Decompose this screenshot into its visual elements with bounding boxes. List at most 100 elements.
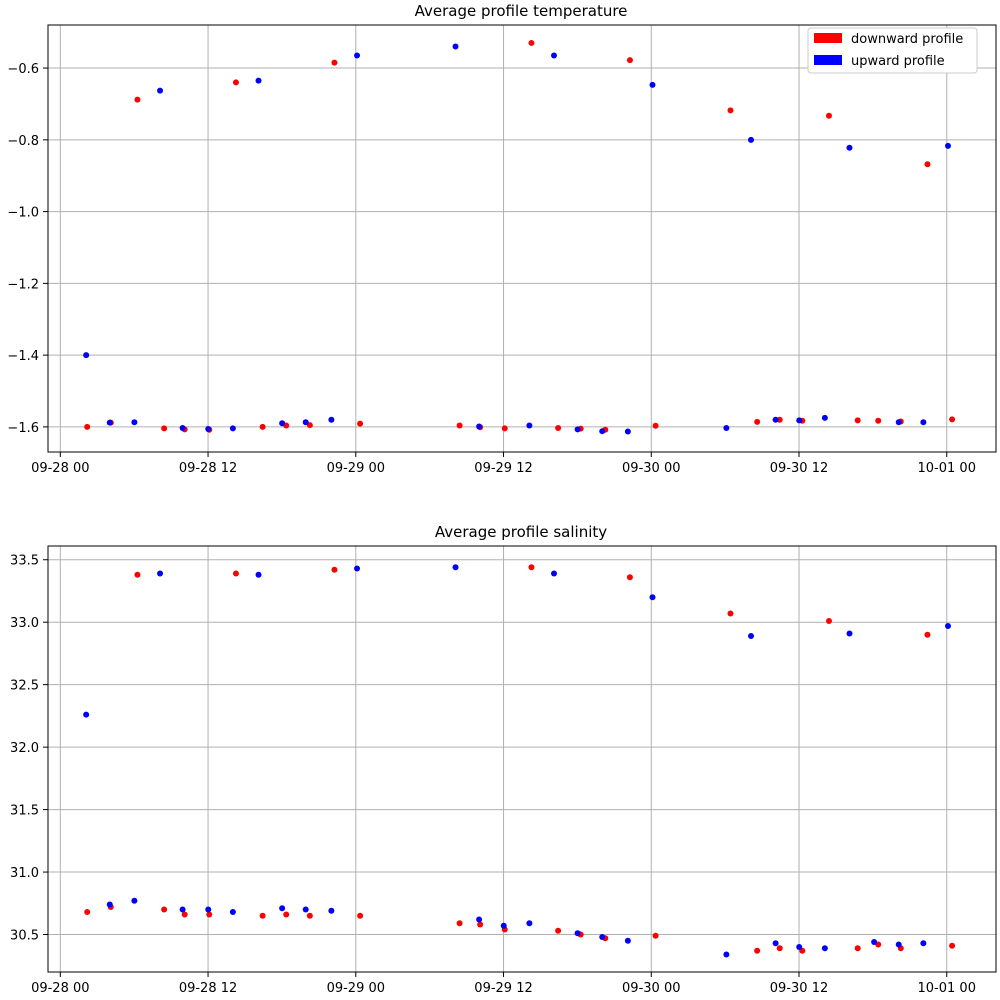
temperature-downward-point	[626, 57, 633, 64]
salinity-downward-point	[652, 932, 659, 939]
salinity-upward-point	[871, 939, 878, 946]
salinity-upward-point	[205, 906, 212, 913]
temperature-y-tick-label: −0.6	[7, 62, 39, 77]
temperature-upward-point	[895, 419, 902, 426]
salinity-downward-point	[626, 574, 633, 581]
salinity-upward-point	[452, 564, 459, 571]
temperature-chart: 09-28 00 09-28 12 09-29 00 09-29 12 09-30 00…	[7, 2, 997, 476]
salinity-downward-point	[357, 912, 364, 919]
salinity-x-tick-label: 09-28 12	[179, 981, 237, 996]
legend-label-upward: upward profile	[851, 54, 945, 69]
temperature-upward-point	[452, 43, 459, 50]
temperature-points	[83, 39, 956, 435]
salinity-x-tick-label: 09-30 12	[770, 981, 828, 996]
temperature-legend: downward profile upward profile	[807, 27, 978, 74]
legend-label-downward: downward profile	[851, 32, 963, 47]
temperature-upward-point	[476, 423, 483, 430]
temperature-upward-point	[649, 81, 656, 88]
salinity-upward-point	[302, 906, 309, 913]
temperature-downward-point	[134, 96, 141, 103]
temperature-upward-point	[106, 419, 113, 426]
temperature-downward-point	[854, 417, 861, 424]
temperature-upward-point	[229, 425, 236, 432]
legend-swatch-downward	[814, 33, 842, 43]
legend-box	[807, 27, 978, 74]
temperature-x-tick-label: 09-28 00	[31, 461, 89, 476]
temperature-plot-frame	[47, 24, 997, 453]
temperature-upward-point	[157, 87, 164, 94]
salinity-upward-point	[328, 907, 335, 914]
salinity-x-tick-label: 09-29 12	[474, 981, 532, 996]
salinity-upward-point	[624, 937, 631, 944]
salinity-downward-point	[854, 945, 861, 952]
salinity-y-ticks: 33.5 33.0 32.5 32.0 31.5 31.0 30.5	[10, 554, 48, 944]
salinity-upward-point	[500, 922, 507, 929]
salinity-upward-point	[106, 901, 113, 908]
salinity-downward-point	[206, 911, 213, 918]
salinity-downward-point	[232, 570, 239, 577]
temperature-y-tick-label: −1.4	[7, 349, 39, 364]
salinity-upward-point	[944, 622, 951, 629]
temperature-x-tick-label: 09-30 12	[770, 461, 828, 476]
temperature-y-tick-label: −1.6	[7, 421, 39, 436]
salinity-plot-frame	[47, 545, 997, 973]
legend-swatch-upward	[814, 55, 842, 65]
temperature-downward-point	[161, 425, 168, 432]
salinity-x-tick-label: 09-28 00	[31, 981, 89, 996]
salinity-downward-point	[259, 912, 266, 919]
temperature-downward-point	[875, 417, 882, 424]
salinity-upward-point	[255, 571, 262, 578]
temperature-grid	[48, 25, 996, 452]
temperature-upward-point	[131, 419, 138, 426]
temperature-downward-point	[652, 422, 659, 429]
temperature-x-tick-label: 10-01 00	[918, 461, 976, 476]
salinity-points	[83, 564, 956, 958]
temperature-downward-point	[357, 420, 364, 427]
salinity-x-ticks: 09-28 00 09-28 12 09-29 00 09-29 12 09-30 00…	[31, 972, 976, 996]
temperature-upward-point	[279, 420, 286, 427]
temperature-upward-point	[723, 424, 730, 431]
salinity-chart-title: Average profile salinity	[435, 523, 607, 541]
salinity-downward-point	[825, 617, 832, 624]
temperature-upward-point	[944, 142, 951, 149]
salinity-upward-point	[551, 570, 558, 577]
salinity-y-tick-label: 33.5	[10, 554, 39, 569]
salinity-x-tick-label: 09-29 00	[327, 981, 385, 996]
salinity-upward-point	[131, 897, 138, 904]
temperature-upward-point	[846, 144, 853, 151]
salinity-y-tick-label: 32.0	[10, 741, 39, 756]
salinity-downward-point	[283, 911, 290, 918]
temperature-downward-point	[501, 425, 508, 432]
temperature-x-tick-label: 09-29 12	[474, 461, 532, 476]
salinity-chart: 09-28 00 09-28 12 09-29 00 09-29 12 09-30 00…	[10, 523, 997, 996]
salinity-downward-point	[306, 912, 313, 919]
temperature-upward-point	[747, 136, 754, 143]
salinity-upward-point	[354, 565, 361, 572]
salinity-upward-point	[179, 906, 186, 913]
temperature-x-tick-label: 09-28 12	[179, 461, 237, 476]
salinity-downward-point	[754, 947, 761, 954]
temperature-upward-point	[179, 424, 186, 431]
temperature-downward-point	[84, 423, 91, 430]
temperature-upward-point	[255, 77, 262, 84]
salinity-upward-point	[920, 940, 927, 947]
salinity-upward-point	[526, 920, 533, 927]
salinity-downward-point	[924, 631, 931, 638]
temperature-downward-point	[924, 161, 931, 168]
temperature-upward-point	[302, 419, 309, 426]
temperature-upward-point	[796, 417, 803, 424]
salinity-upward-point	[157, 570, 164, 577]
temperature-y-tick-label: −1.2	[7, 277, 39, 292]
salinity-upward-point	[895, 941, 902, 948]
salinity-upward-point	[476, 916, 483, 923]
temperature-downward-point	[825, 112, 832, 119]
temperature-chart-title: Average profile temperature	[415, 2, 628, 20]
salinity-upward-point	[723, 951, 730, 958]
salinity-upward-point	[772, 940, 779, 947]
salinity-upward-point	[599, 934, 606, 941]
salinity-downward-point	[161, 906, 168, 913]
salinity-downward-point	[528, 564, 535, 571]
salinity-grid	[48, 546, 996, 972]
